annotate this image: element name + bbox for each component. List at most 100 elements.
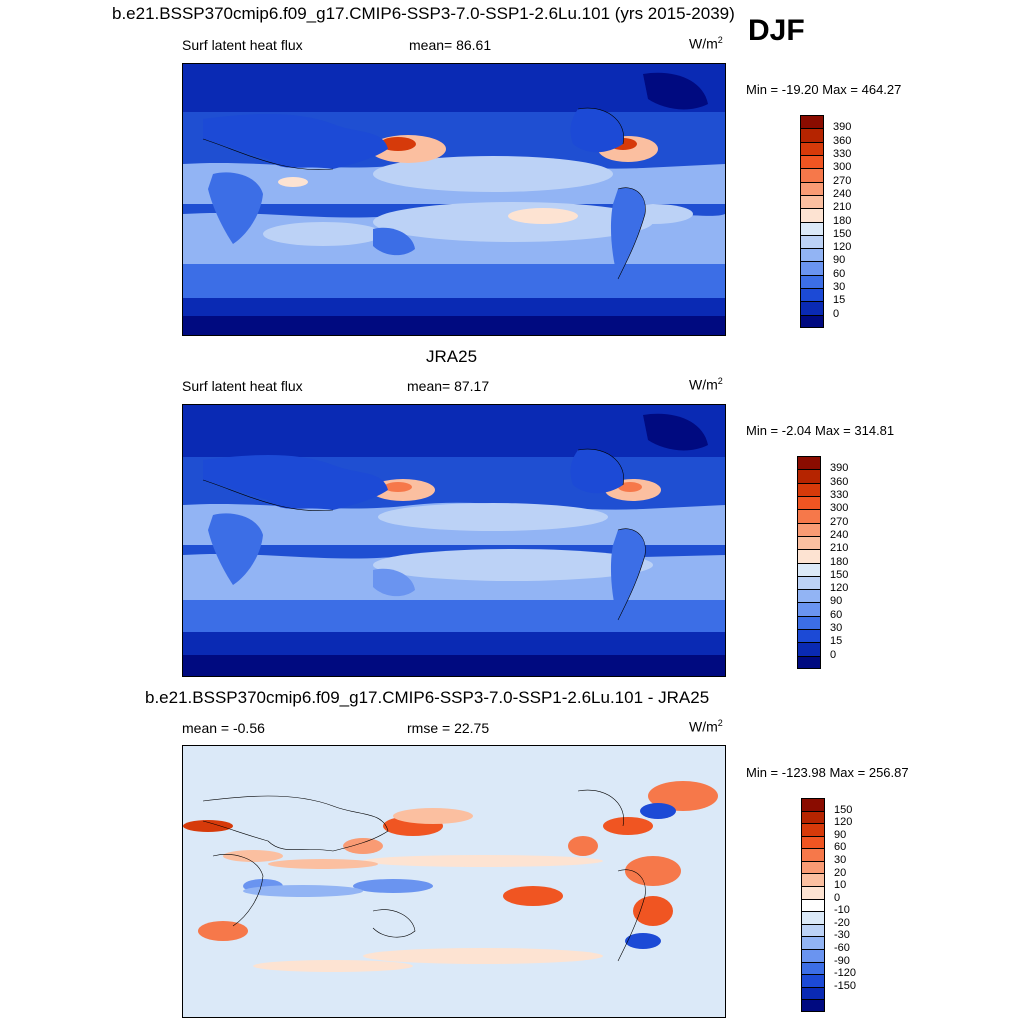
colorbar-tick-label: 30 [834, 853, 847, 866]
colorbar-tick-label: 180 [833, 214, 852, 227]
colorbar-swatch [802, 887, 824, 900]
colorbar-tick-label: 30 [830, 622, 843, 635]
colorbar-swatch [798, 630, 820, 644]
panel3-rmse-label: rmse = 22.75 [407, 720, 490, 736]
colorbar-tick-label: 330 [830, 488, 849, 501]
colorbar-tick-label: 10 [834, 879, 847, 892]
colorbar-tick-label: 90 [830, 595, 843, 608]
panel1-colorbar-swatches [800, 115, 824, 328]
colorbar-tick-label: 210 [833, 201, 852, 214]
panel2-minmax: Min = -2.04 Max = 314.81 [746, 423, 895, 438]
colorbar-tick-label: 240 [833, 187, 852, 200]
colorbar-swatch [798, 616, 820, 631]
colorbar-tick-label: 0 [834, 891, 841, 904]
panel1-unit-label: W/m2 [689, 35, 723, 52]
colorbar-tick-label: -30 [834, 929, 850, 942]
colorbar-tick-label: 150 [833, 227, 852, 240]
colorbar-tick-label: 60 [830, 608, 843, 621]
colorbar-tick-label: 15 [830, 635, 843, 648]
colorbar-tick-label: 120 [834, 816, 853, 829]
colorbar-tick-label: 240 [830, 528, 849, 541]
panel1-map [182, 63, 726, 336]
colorbar-swatch [798, 510, 820, 524]
panel1-minmax: Min = -19.20 Max = 464.27 [746, 82, 902, 97]
colorbar-tick-label: 180 [830, 555, 849, 568]
panel3-unit-label: W/m2 [689, 718, 723, 735]
panel1-colorbar [800, 115, 824, 328]
colorbar-swatch [802, 949, 824, 963]
colorbar-swatch [802, 1000, 824, 1011]
colorbar-swatch [801, 275, 823, 290]
colorbar-tick-label: 0 [833, 307, 840, 320]
panel3-colorbar [801, 798, 825, 1012]
colorbar-swatch [802, 975, 824, 988]
colorbar-tick-label: 60 [833, 267, 846, 280]
panel3-colorbar-swatches [801, 798, 825, 1012]
colorbar-swatch [802, 849, 824, 862]
colorbar-swatch [802, 924, 824, 938]
colorbar-swatch [802, 874, 824, 888]
panel3-map [182, 745, 726, 1018]
colorbar-swatch [801, 182, 823, 196]
colorbar-swatch [801, 142, 823, 156]
colorbar-swatch [801, 249, 823, 263]
colorbar-tick-label: 360 [830, 475, 849, 488]
colorbar-swatch [798, 523, 820, 537]
colorbar-tick-label: 390 [830, 462, 849, 475]
colorbar-swatch [798, 483, 820, 497]
colorbar-swatch [798, 536, 820, 551]
colorbar-tick-label: 270 [830, 515, 849, 528]
colorbar-tick-label: 270 [833, 174, 852, 187]
panel2-title: JRA25 [426, 347, 478, 366]
colorbar-swatch [802, 836, 824, 850]
colorbar-tick-label: 300 [833, 161, 852, 174]
colorbar-swatch [801, 155, 823, 170]
colorbar-tick-label: -10 [834, 904, 850, 917]
colorbar-swatch [802, 962, 824, 976]
colorbar-tick-label: -150 [834, 979, 857, 992]
colorbar-swatch [801, 195, 823, 210]
panel3-title: b.e21.BSSP370cmip6.f09_g17.CMIP6-SSP3-7.… [145, 688, 710, 707]
colorbar-swatch [802, 861, 824, 875]
colorbar-tick-label: 0 [830, 648, 837, 661]
colorbar-swatch [798, 603, 820, 617]
panel1-variable-label: Surf latent heat flux [182, 37, 303, 53]
colorbar-swatch [802, 811, 824, 825]
colorbar-tick-label: 150 [834, 803, 853, 816]
panel2-colorbar-swatches [797, 456, 821, 669]
colorbar-swatch [801, 209, 823, 223]
panel2-variable-label: Surf latent heat flux [182, 378, 303, 394]
colorbar-tick-label: -60 [834, 942, 850, 955]
panel2-mean-label: mean= 87.17 [407, 378, 490, 394]
colorbar-swatch [798, 550, 820, 564]
colorbar-swatch [801, 262, 823, 276]
colorbar-swatch [801, 129, 823, 143]
panel3-minmax: Min = -123.98 Max = 256.87 [746, 765, 909, 780]
colorbar-tick-label: 390 [833, 121, 852, 134]
colorbar-tick-label: 20 [834, 866, 847, 879]
panel2-unit-label: W/m2 [689, 376, 723, 393]
panel3-mean-label: mean = -0.56 [182, 720, 265, 736]
colorbar-swatch [802, 799, 824, 812]
colorbar-swatch [801, 116, 823, 130]
colorbar-swatch [801, 169, 823, 183]
colorbar-tick-label: 120 [830, 582, 849, 595]
colorbar-tick-label: 210 [830, 542, 849, 555]
colorbar-swatch [802, 824, 824, 837]
panel1-mean-label: mean= 86.61 [409, 37, 492, 53]
colorbar-swatch [802, 912, 824, 925]
colorbar-swatch [802, 987, 824, 1001]
colorbar-swatch [801, 289, 823, 303]
colorbar-tick-label: 15 [833, 294, 846, 307]
colorbar-swatch [798, 470, 820, 484]
colorbar-swatch [802, 937, 824, 950]
colorbar-swatch [798, 576, 820, 591]
colorbar-swatch [801, 302, 823, 316]
colorbar-tick-label: 30 [833, 281, 846, 294]
colorbar-tick-label: 120 [833, 241, 852, 254]
colorbar-tick-label: 90 [834, 828, 847, 841]
colorbar-swatch [798, 590, 820, 604]
panel1-title: b.e21.BSSP370cmip6.f09_g17.CMIP6-SSP3-7.… [112, 4, 735, 23]
panel2-map [182, 404, 726, 677]
colorbar-tick-label: 300 [830, 502, 849, 515]
